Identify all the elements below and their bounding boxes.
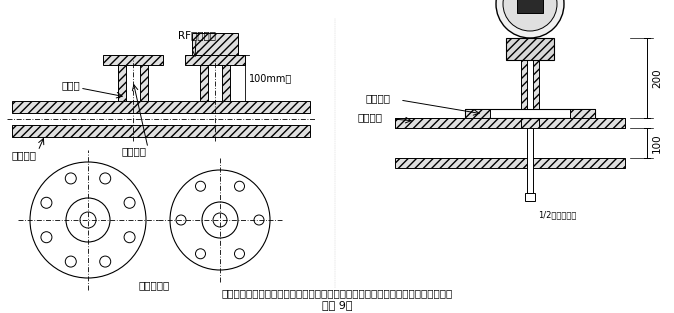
Bar: [533, 60, 539, 118]
Bar: [118, 65, 126, 101]
Text: 200: 200: [652, 68, 662, 88]
Circle shape: [80, 212, 96, 228]
Circle shape: [30, 162, 146, 278]
Circle shape: [124, 197, 135, 208]
Text: 工艺管道: 工艺管道: [12, 150, 37, 160]
Circle shape: [100, 256, 111, 267]
Circle shape: [496, 0, 564, 38]
Circle shape: [202, 202, 238, 238]
Bar: [12, 125, 310, 137]
Bar: [395, 158, 625, 168]
Circle shape: [195, 181, 206, 191]
Bar: [200, 65, 208, 101]
Bar: [465, 109, 595, 118]
Circle shape: [66, 198, 110, 242]
Circle shape: [100, 173, 111, 184]
Bar: [521, 60, 527, 118]
Bar: [395, 118, 625, 128]
Text: 100: 100: [652, 133, 662, 153]
Bar: [140, 65, 148, 101]
Text: 插入式流量计短管制作、安装示意图，根据流量计算采用不同的法兰及短管公称直径: 插入式流量计短管制作、安装示意图，根据流量计算采用不同的法兰及短管公称直径: [221, 288, 453, 298]
Bar: [395, 118, 521, 128]
Circle shape: [503, 0, 557, 31]
Bar: [517, 0, 543, 13]
Bar: [527, 128, 533, 193]
Bar: [185, 55, 245, 65]
Bar: [192, 33, 238, 55]
Circle shape: [124, 232, 135, 243]
Circle shape: [65, 173, 76, 184]
Circle shape: [195, 249, 206, 259]
Bar: [465, 109, 490, 118]
Circle shape: [235, 181, 245, 191]
Circle shape: [65, 256, 76, 267]
Text: 焊接点: 焊接点: [62, 80, 81, 90]
Bar: [570, 109, 595, 118]
Bar: [539, 118, 625, 128]
Bar: [12, 101, 310, 113]
Text: 1/2配量管外径: 1/2配量管外径: [538, 211, 576, 219]
Circle shape: [254, 215, 264, 225]
Circle shape: [170, 170, 270, 270]
Text: 管道中心线: 管道中心线: [138, 280, 170, 290]
Text: RF配套法兰: RF配套法兰: [178, 30, 216, 40]
Bar: [525, 193, 535, 201]
Text: 管道外壁: 管道外壁: [357, 112, 382, 122]
Text: （图 9）: （图 9）: [321, 300, 353, 310]
Circle shape: [41, 232, 52, 243]
Circle shape: [213, 213, 227, 227]
Bar: [103, 55, 163, 65]
Circle shape: [41, 197, 52, 208]
Bar: [506, 38, 554, 60]
Bar: [222, 65, 230, 101]
Text: 配套短管: 配套短管: [365, 93, 390, 103]
Text: 100mm高: 100mm高: [249, 73, 293, 83]
Text: 焊接短管: 焊接短管: [122, 146, 147, 156]
Circle shape: [176, 215, 186, 225]
Circle shape: [235, 249, 245, 259]
